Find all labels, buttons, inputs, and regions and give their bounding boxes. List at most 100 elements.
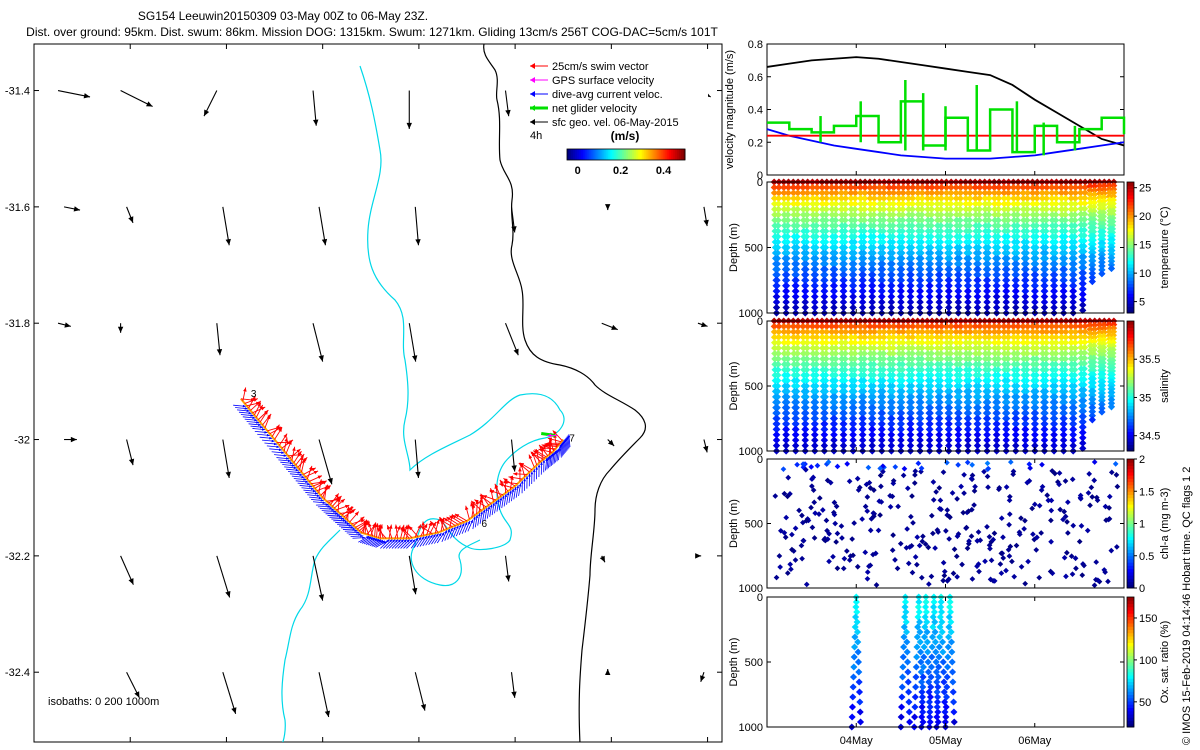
section-point (866, 189, 874, 197)
dac-vector-head (386, 539, 390, 543)
section-point (818, 205, 827, 213)
section-point (955, 282, 963, 290)
section-point (904, 183, 912, 191)
section-point (936, 276, 944, 284)
section-point (1003, 249, 1011, 257)
swim-vector (508, 475, 523, 480)
section-point (831, 249, 839, 257)
sfc-velocity-arrow-shaft (408, 555, 417, 595)
dac-vector-head (537, 464, 541, 468)
section-point (955, 265, 963, 273)
dac-vector-head (299, 473, 303, 477)
section-point (830, 293, 838, 301)
swim-vector-head (278, 427, 283, 433)
colorbar-cell (1127, 395, 1134, 400)
section-point (774, 211, 782, 219)
dac-vector-head (477, 513, 481, 517)
dac-vector-head (346, 522, 350, 526)
section-point (809, 211, 817, 219)
sfc-velocity-arrow (406, 90, 412, 129)
ytick-label: 0.8 (748, 39, 763, 51)
section-point (994, 211, 1002, 219)
section-point (850, 238, 858, 246)
section-point (821, 271, 829, 279)
section-point (943, 189, 951, 197)
section-point (975, 233, 983, 241)
colorbar-cell (1127, 412, 1134, 416)
section-point (866, 183, 874, 191)
dac-vector-head (342, 518, 346, 522)
section-point (975, 222, 983, 230)
swim-vector (368, 522, 374, 537)
section-point (812, 243, 820, 252)
section-point (813, 194, 821, 202)
swim-vector-head (528, 454, 533, 459)
section-point (828, 211, 836, 219)
section-point (859, 271, 867, 279)
section-point (976, 194, 984, 202)
section-point (888, 293, 896, 301)
section-point (822, 205, 830, 213)
section-point (1003, 276, 1011, 284)
map-ytick-label: -31.6 (5, 202, 30, 214)
dac-vector (286, 468, 299, 472)
dac-vector (321, 508, 335, 512)
swim-vector-head (432, 521, 436, 527)
section-point (955, 254, 963, 262)
swim-vector-head (499, 479, 504, 485)
swim-vector-head (401, 524, 405, 530)
section-point (860, 222, 868, 230)
swim-vector-head (301, 458, 306, 463)
swim-vector (289, 448, 301, 459)
colorbar-cell (1127, 299, 1134, 304)
sfc-velocity-arrow (63, 206, 81, 212)
section-point (975, 238, 983, 246)
dac-vector (311, 498, 324, 502)
section-point (984, 260, 992, 268)
section-point (841, 243, 849, 252)
section-point (868, 298, 876, 306)
colorbar-cell (1127, 369, 1134, 374)
section-point (811, 282, 819, 290)
swim-vector-head (296, 449, 301, 453)
section-point (773, 293, 781, 301)
dac-vector (461, 521, 468, 534)
dac-vector (250, 425, 264, 429)
dac-vector-head (447, 529, 450, 533)
section-point (918, 189, 926, 197)
colorbar-cell (1127, 191, 1134, 196)
section-point (878, 304, 886, 312)
section-point (966, 200, 974, 208)
swim-vector-head (264, 410, 268, 415)
colorbar-cell (635, 149, 639, 160)
section-point (851, 216, 859, 224)
velocity-series-sfc-geo-vel- (766, 56, 1125, 147)
section-point (889, 243, 897, 252)
section-point (946, 238, 954, 246)
swim-vector-head (400, 527, 405, 532)
section-point (870, 194, 878, 202)
swim-vector-head (430, 521, 435, 526)
section-point (870, 222, 878, 230)
section-point (917, 249, 925, 257)
section-point (976, 189, 984, 197)
colorbar-cell (1127, 283, 1134, 288)
dac-vector (515, 485, 520, 498)
colorbar-cell (1127, 250, 1134, 255)
swim-vector (345, 505, 353, 519)
dac-vector (558, 447, 561, 461)
dac-vector-head (535, 466, 539, 470)
colorbar-cell (1127, 408, 1134, 413)
colorbar-cell (1127, 324, 1134, 328)
section-point (1003, 282, 1011, 290)
sfc-velocity-arrow-head (511, 465, 517, 472)
swim-vector-head (423, 523, 428, 529)
section-point (889, 205, 897, 213)
section-point (832, 222, 840, 230)
colorbar-cell (1127, 267, 1134, 271)
dac-vector (467, 519, 474, 532)
section-point (803, 238, 811, 246)
swim-vector-head (337, 497, 341, 502)
section-point (860, 243, 868, 252)
section-point (991, 211, 999, 219)
